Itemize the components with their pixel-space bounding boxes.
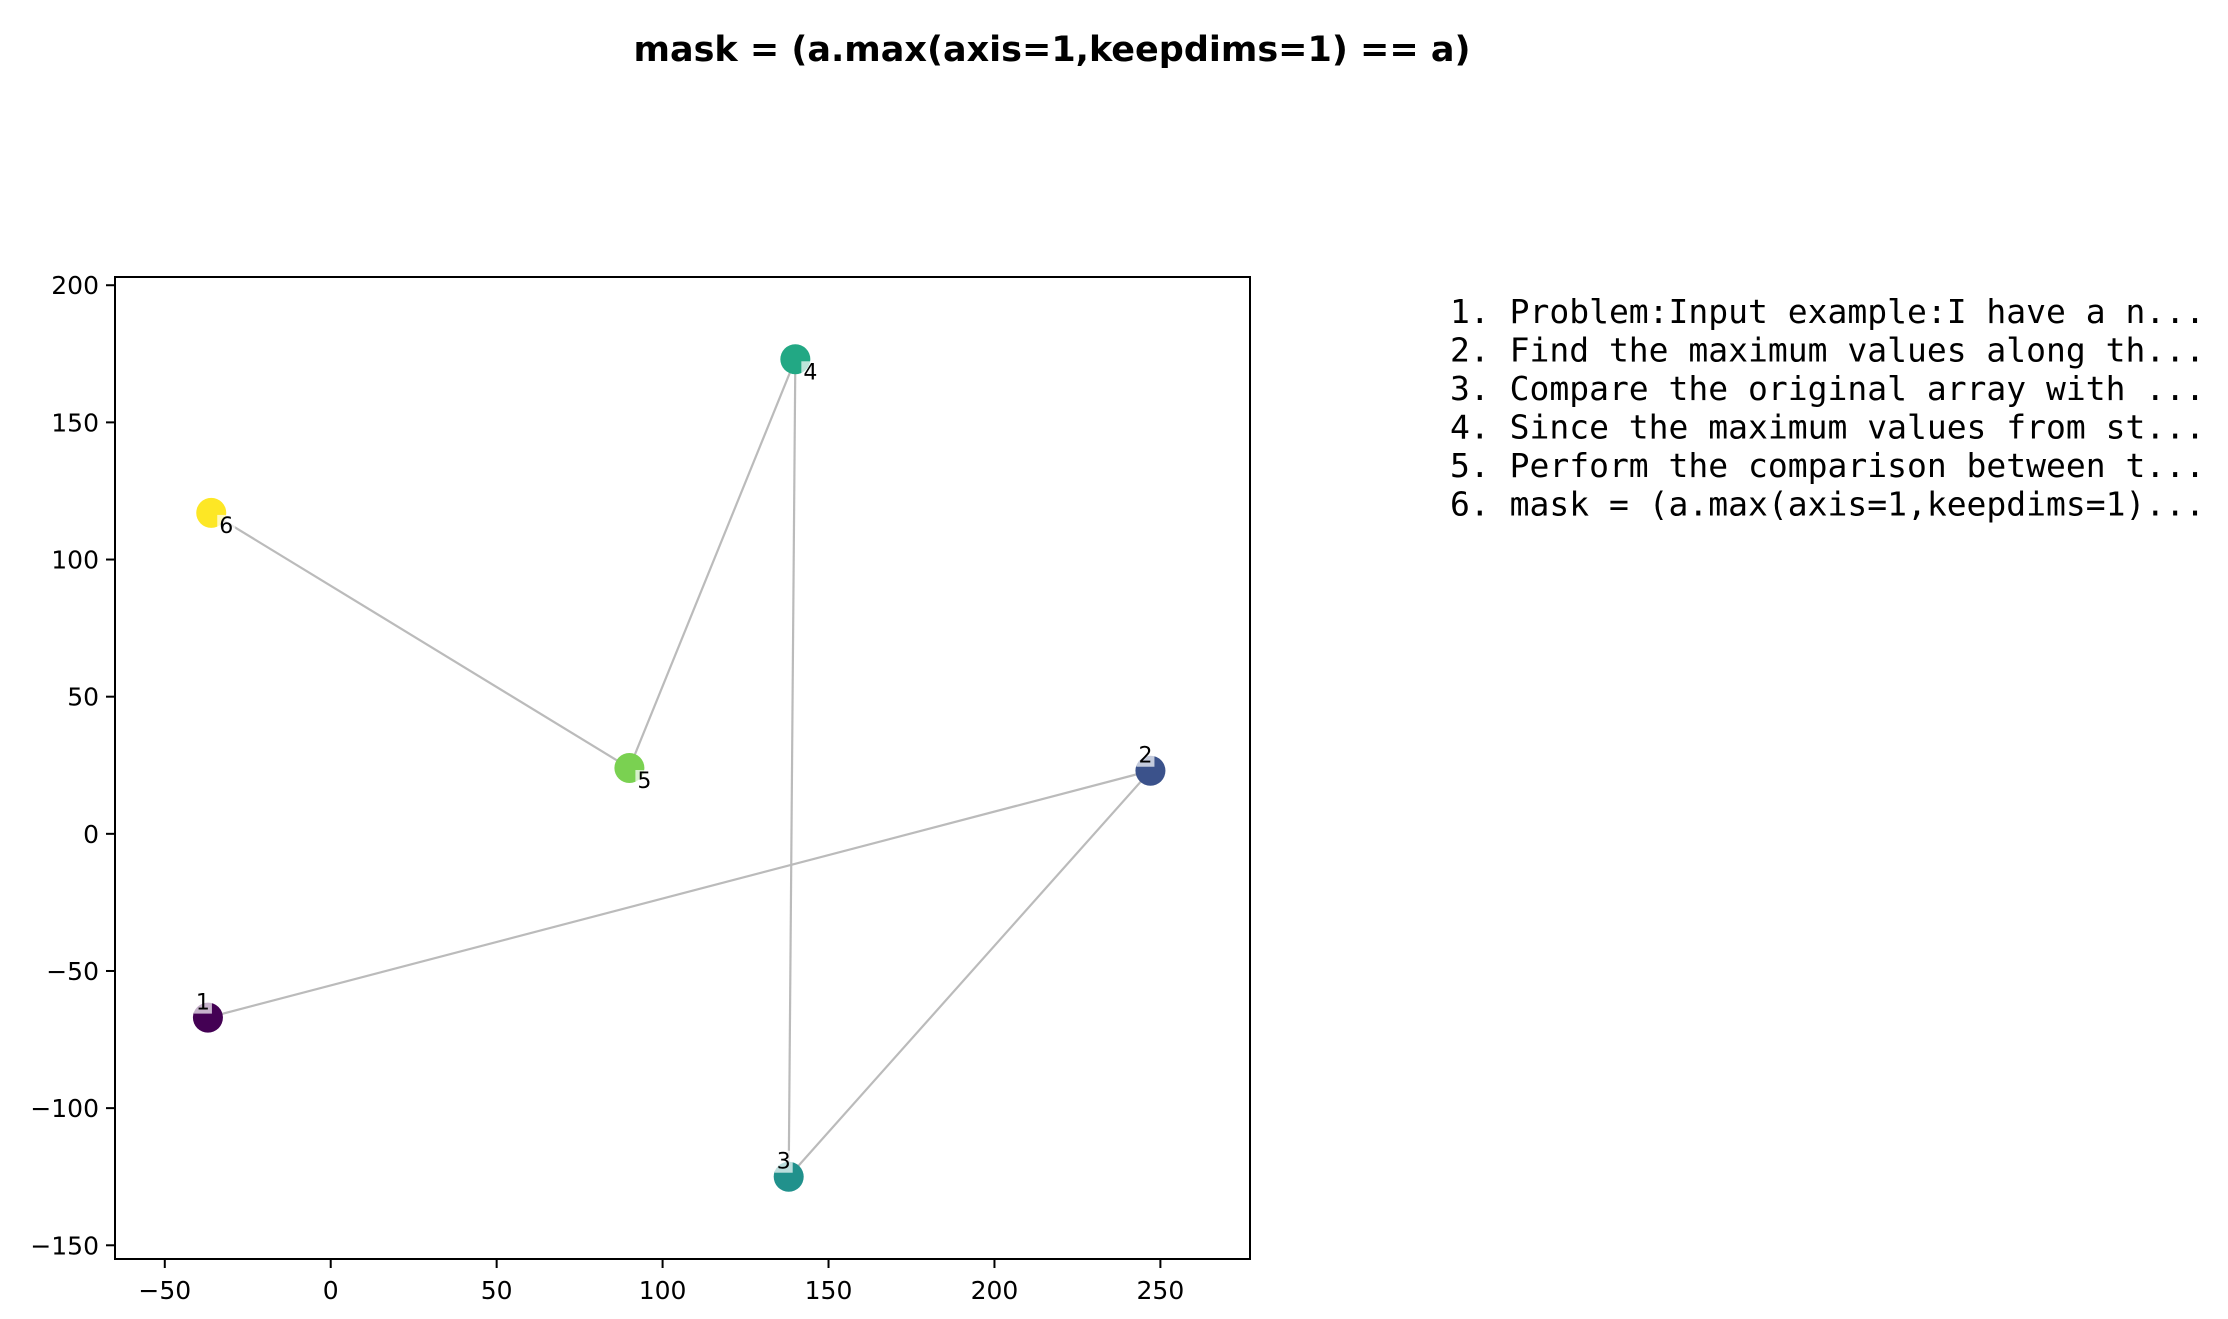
chart-title: mask = (a.max(axis=1,keepdims=1) == a) — [634, 30, 1471, 70]
connector-line — [207, 769, 1151, 1019]
plot-axes: 1 2 3 4 5 6 −50 0 50 100 150 200 250 −150 −100 −50 0 50 10… — [30, 271, 1251, 1305]
y-tick-label: 150 — [51, 408, 99, 437]
connector-line — [787, 770, 1152, 1178]
legend-entry: 3. Compare the original array with ... — [1450, 369, 2205, 408]
x-tick-label: 250 — [1137, 1276, 1185, 1305]
step-legend: 1. Problem:Input example:I have a n...2.… — [1450, 292, 2205, 524]
x-tick-label: 150 — [805, 1276, 853, 1305]
axes-frame — [114, 276, 1251, 1260]
x-tick-label: 0 — [323, 1276, 339, 1305]
y-tick-label: 200 — [51, 271, 99, 300]
point-label: 1 — [196, 991, 210, 1016]
point-label: 4 — [803, 360, 817, 385]
legend-entry: 1. Problem:Input example:I have a n... — [1450, 292, 2205, 331]
y-tick-label: −50 — [46, 957, 99, 986]
point-label-bg — [193, 991, 212, 1014]
point-label-bg — [774, 1150, 793, 1173]
point-label: 5 — [637, 769, 651, 794]
y-tick-label: 50 — [67, 683, 99, 712]
legend-entry: 2. Find the maximum values along th... — [1450, 331, 2205, 370]
legend-entry: 6. mask = (a.max(axis=1,keepdims=1)... — [1450, 485, 2205, 524]
point-label: 3 — [777, 1150, 791, 1175]
x-tick-label: 50 — [481, 1276, 513, 1305]
connector-line — [787, 359, 797, 1177]
x-tick-label: 100 — [639, 1276, 687, 1305]
point-label: 6 — [219, 514, 233, 539]
y-tick-label: −150 — [30, 1231, 99, 1260]
x-tick-label: 200 — [971, 1276, 1019, 1305]
point-label-bg — [635, 770, 654, 792]
legend-entry: 5. Perform the comparison between t... — [1450, 446, 2205, 485]
y-tick-label: −100 — [30, 1094, 99, 1123]
point-label-bg — [1136, 744, 1155, 767]
point-label-bg — [217, 514, 236, 537]
y-tick-label: 100 — [51, 546, 99, 575]
y-tick-label: 0 — [83, 820, 99, 849]
point-label: 2 — [1138, 744, 1152, 769]
point-label-bg — [801, 361, 820, 384]
x-tick-label: −50 — [138, 1276, 191, 1305]
legend-entry: 4. Since the maximum values from st... — [1450, 408, 2205, 447]
connector-line — [210, 511, 630, 769]
connector-line — [628, 358, 797, 769]
